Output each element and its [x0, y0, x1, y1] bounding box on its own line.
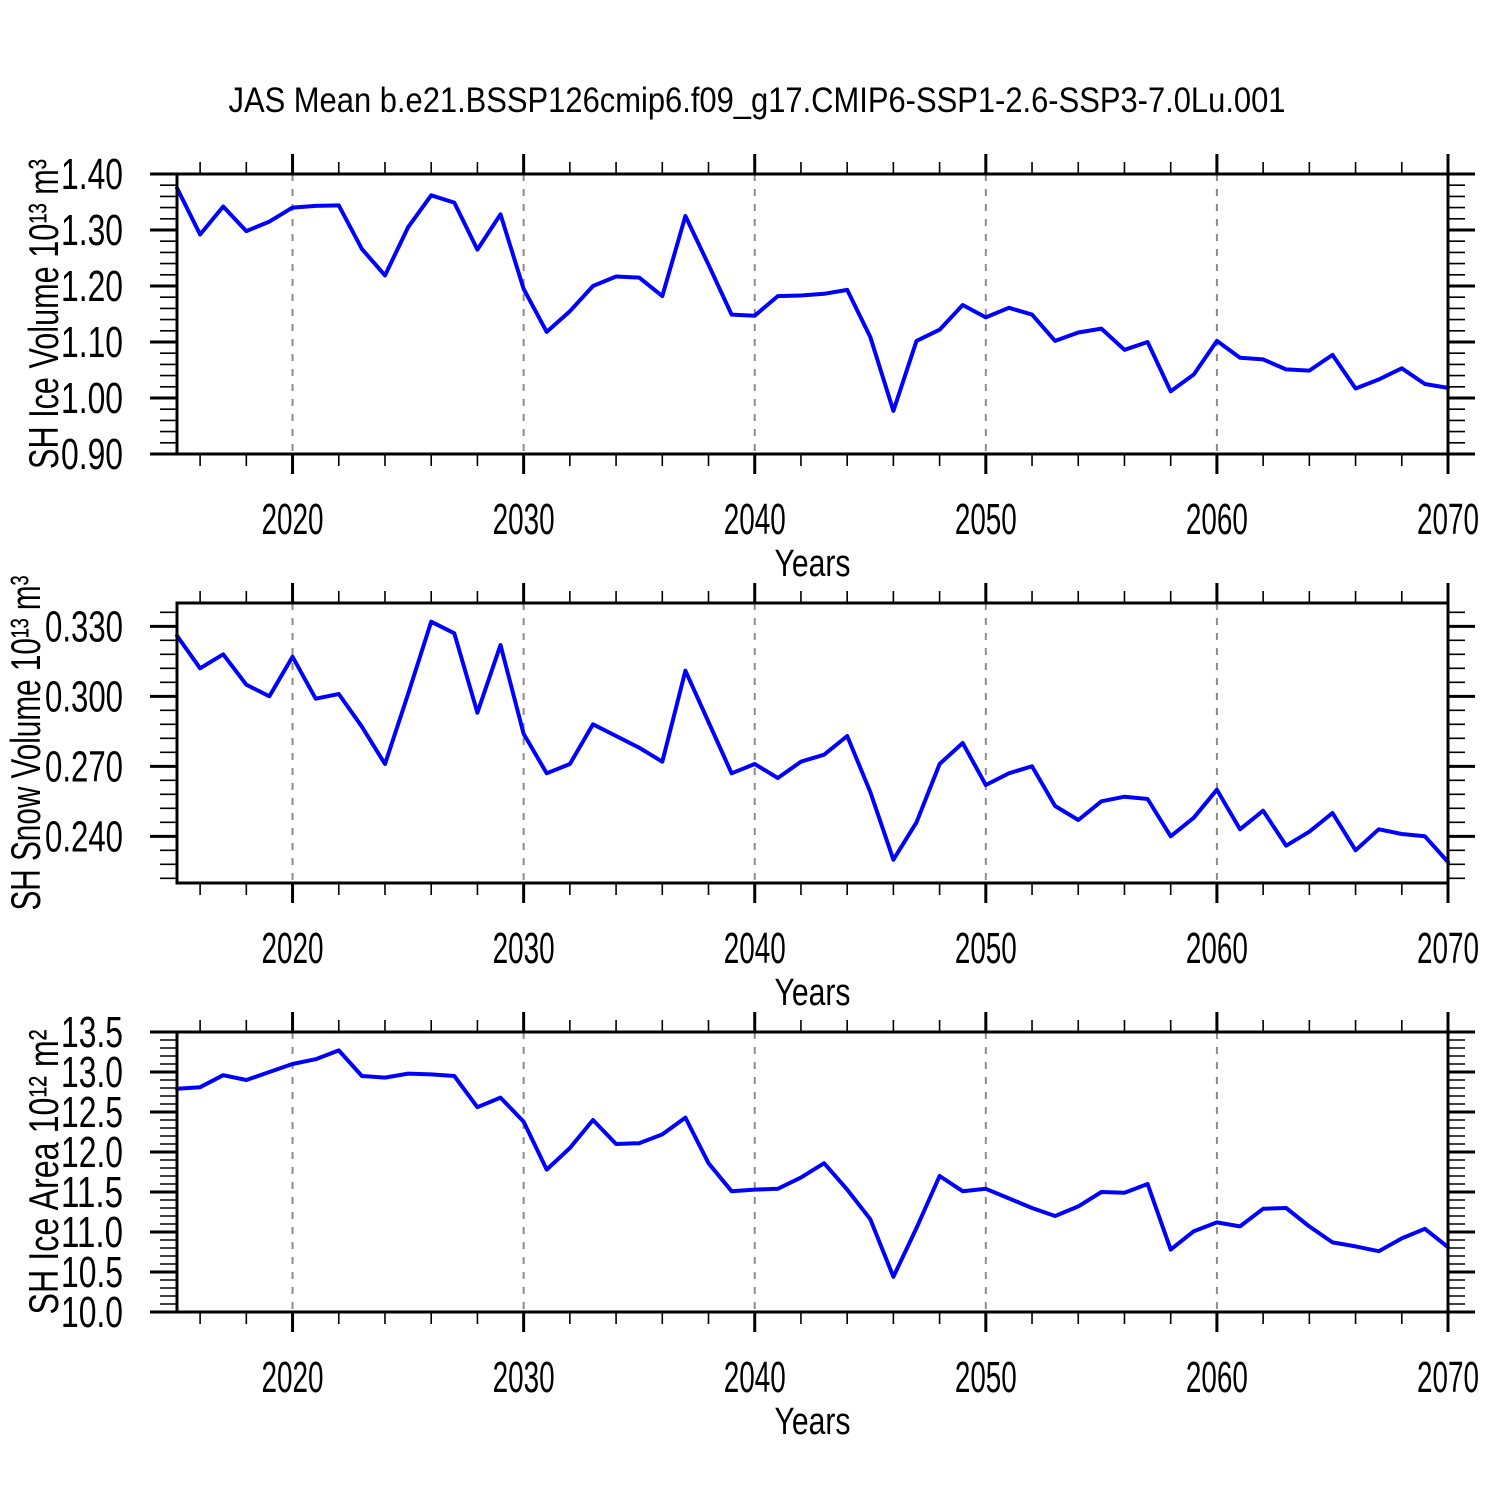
- x-tick-label: 2050: [955, 1353, 1017, 1402]
- panel-0-gridlines: [291, 174, 1449, 454]
- panel-1-tick-labels: 2020 2030 2040 2050 2060 2070 0.240 0.270 0.300 0…: [45, 602, 1479, 973]
- panel-1: 2020 2030 2040 2050 2060 2070 0.240 0.270 0.300 0…: [2, 575, 1479, 1014]
- panel-0-ticks: [150, 154, 1475, 474]
- x-tick-label: 2030: [493, 924, 555, 973]
- x-tick-label: 2040: [724, 1353, 786, 1402]
- y-tick-label: 1.10: [61, 318, 123, 367]
- y-axis-title: SH Ice Area 10¹² m²: [20, 1029, 67, 1314]
- x-tick-label: 2030: [493, 495, 555, 544]
- panel-2-tick-labels: 2020 2030 2040 2050 2060 2070 10.010.511.011.5…: [61, 1008, 1479, 1402]
- x-axis-title: Years: [775, 543, 851, 585]
- panel-0-tick-labels: 2020 2030 2040 2050 2060 2070 0.90 1.00 1.10 1.20…: [61, 150, 1479, 544]
- panel-2: 2020 2030 2040 2050 2060 2070 10.010.511.011.5…: [20, 1008, 1479, 1443]
- panels-container: 2020 2030 2040 2050 2060 2070 0.90 1.00 1.10 1.20…: [2, 150, 1479, 1443]
- y-tick-label: 13.0: [61, 1048, 123, 1097]
- panel-2-gridlines: [291, 1032, 1449, 1312]
- y-tick-label: 0.300: [45, 672, 123, 721]
- y-tick-label: 12.0: [61, 1128, 123, 1177]
- y-tick-label: 11.0: [61, 1208, 123, 1257]
- y-tick-label: 12.5: [61, 1088, 123, 1137]
- x-tick-label: 2030: [493, 1353, 555, 1402]
- panel-1-frame: [175, 601, 1450, 885]
- x-tick-label: 2050: [955, 495, 1017, 544]
- panel-1-data-line: [175, 619, 1450, 864]
- x-tick-label: 2070: [1417, 924, 1479, 973]
- chart-title: JAS Mean b.e21.BSSP126cmip6.f09_g17.CMIP…: [229, 81, 1286, 120]
- y-tick-label: 0.240: [45, 812, 123, 861]
- x-tick-label: 2020: [262, 924, 324, 973]
- panel-0: 2020 2030 2040 2050 2060 2070 0.90 1.00 1.10 1.20…: [20, 150, 1479, 585]
- x-tick-label: 2060: [1186, 1353, 1248, 1402]
- x-tick-label: 2060: [1186, 495, 1248, 544]
- y-tick-label: 11.5: [61, 1168, 123, 1217]
- y-tick-label: 0.330: [45, 602, 123, 651]
- y-tick-label: 1.20: [61, 262, 123, 311]
- x-tick-label: 2050: [955, 924, 1017, 973]
- x-tick-label: 2070: [1417, 495, 1479, 544]
- panel-2-ticks: [150, 1012, 1475, 1332]
- y-tick-label: 0.90: [61, 430, 123, 479]
- x-tick-label: 2020: [262, 495, 324, 544]
- x-axis-title: Years: [775, 972, 851, 1014]
- y-tick-label: 10.0: [61, 1288, 123, 1337]
- panel-0-data-line: [175, 186, 1450, 413]
- y-tick-label: 13.5: [61, 1008, 123, 1057]
- y-tick-label: 10.5: [61, 1248, 123, 1297]
- y-tick-label: 0.270: [45, 742, 123, 791]
- y-axis-title: SH Ice Volume 10¹³ m³: [20, 159, 67, 469]
- x-tick-label: 2040: [724, 495, 786, 544]
- y-axis-title: SH Snow Volume 10¹³ m³: [2, 575, 49, 910]
- panel-2-frame: [175, 1030, 1450, 1314]
- y-tick-label: 1.30: [61, 206, 123, 255]
- y-tick-label: 1.00: [61, 374, 123, 423]
- x-axis-title: Years: [775, 1401, 851, 1443]
- panel-1-gridlines: [291, 603, 1449, 883]
- x-tick-label: 2040: [724, 924, 786, 973]
- x-tick-label: 2060: [1186, 924, 1248, 973]
- panel-0-frame: [175, 172, 1450, 456]
- y-tick-label: 1.40: [61, 150, 123, 199]
- x-tick-label: 2020: [262, 1353, 324, 1402]
- panel-1-ticks: [150, 583, 1475, 903]
- x-tick-label: 2070: [1417, 1353, 1479, 1402]
- panel-2-data-line: [175, 1048, 1450, 1279]
